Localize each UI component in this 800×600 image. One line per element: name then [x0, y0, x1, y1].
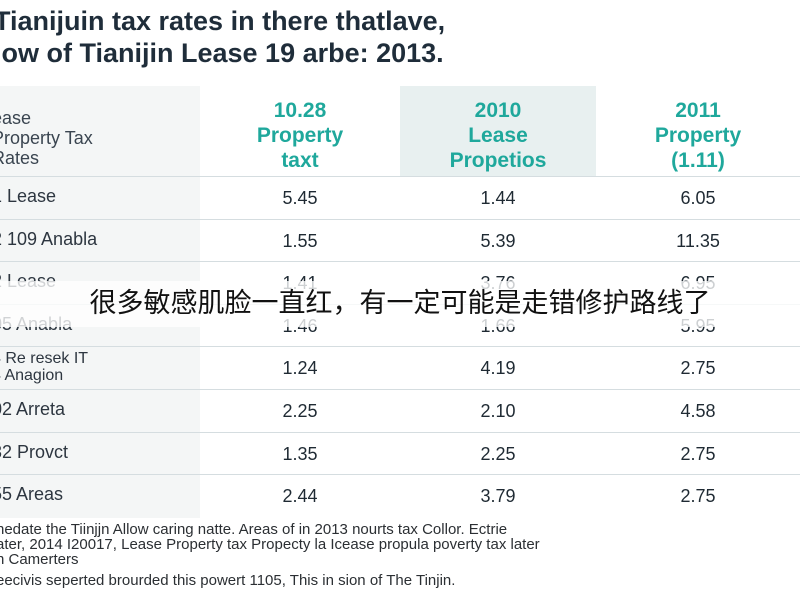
- footnote-line-4: eecivis seperted brourded this powert 11…: [0, 572, 456, 589]
- table-cell: 1.55: [282, 230, 318, 251]
- table-cell: 5.39: [480, 230, 516, 251]
- caption-overlay: 很多敏感肌脸一直红，有一定可能是走错修护路线了: [0, 281, 800, 327]
- table-row: 32 Provct 1.35 2.25 2.75: [0, 431, 800, 475]
- table-cell: 6.05: [680, 188, 716, 208]
- table-cell: 1.35: [282, 443, 318, 464]
- table-row: 1 Lease 5.45 1.44 6.05: [0, 176, 800, 219]
- row-label: 55 Areas: [0, 484, 64, 505]
- table-row: 4 Re resek IT 4 Anagion 1.24 4.19 2.75: [0, 346, 800, 389]
- footnote-line-2: ater, 2014 I20017, Lease Property tax Pr…: [0, 536, 540, 553]
- table-cell: 2.44: [282, 486, 318, 507]
- header: Tianijuin tax rates in there thatlave, l…: [0, 0, 800, 86]
- row-label: 32 Provct: [0, 441, 69, 462]
- footnote-line-3: n Camerters: [0, 551, 79, 568]
- table-cell: 1.44: [480, 188, 516, 208]
- row-label: 1 Lease: [0, 186, 57, 206]
- chart-title-line-2: low of Tianijin Lease 19 arbe: 2013.: [0, 38, 444, 68]
- column-band-3: [596, 86, 800, 176]
- row-header-label: ease Property Tax Rates: [0, 108, 93, 168]
- column-header-3: 2011 Property (1.11): [654, 99, 742, 172]
- table-cell: 3.79: [480, 486, 516, 507]
- row-label: 02 Arreta: [0, 399, 66, 419]
- column-header-1: 10.28 Property taxt: [256, 99, 344, 172]
- table-cell: 2.75: [680, 358, 716, 379]
- column-band-2: [400, 86, 596, 176]
- row-label: 4 Re resek IT 4 Anagion: [0, 350, 89, 385]
- table-row: 55 Areas 2.44 3.79 2.75: [0, 474, 800, 517]
- table-cell: 11.35: [676, 230, 720, 251]
- chart-title-line-1: Tianijuin tax rates in there thatlave,: [0, 6, 446, 36]
- footnote-line-1: hedate the Tiinjjn Allow caring natte. A…: [0, 521, 508, 538]
- column-band-1: [200, 86, 400, 176]
- table-cell: 4.58: [680, 401, 716, 421]
- table-cell: 5.45: [282, 188, 318, 208]
- table-cell: 2.25: [282, 401, 318, 421]
- overlay-caption: 很多敏感肌脸一直红，有一定可能是走错修护路线了: [89, 288, 711, 319]
- table-cell: 1.24: [282, 358, 318, 379]
- footnote: hedate the Tiinjjn Allow caring natte. A…: [0, 522, 800, 588]
- table-cell: 2.10: [480, 401, 516, 421]
- column-header-2: 2010 Lease Propetios: [449, 99, 547, 172]
- table-cell: 2.75: [680, 486, 716, 507]
- table-row: 02 Arreta 2.25 2.10 4.58: [0, 389, 800, 432]
- table-cell: 2.25: [480, 443, 516, 464]
- table-row: 2 109 Anabla 1.55 5.39 11.35: [0, 218, 800, 262]
- row-label: 2 109 Anabla: [0, 228, 98, 249]
- table-cell: 2.75: [680, 443, 716, 464]
- table-cell: 4.19: [480, 358, 516, 379]
